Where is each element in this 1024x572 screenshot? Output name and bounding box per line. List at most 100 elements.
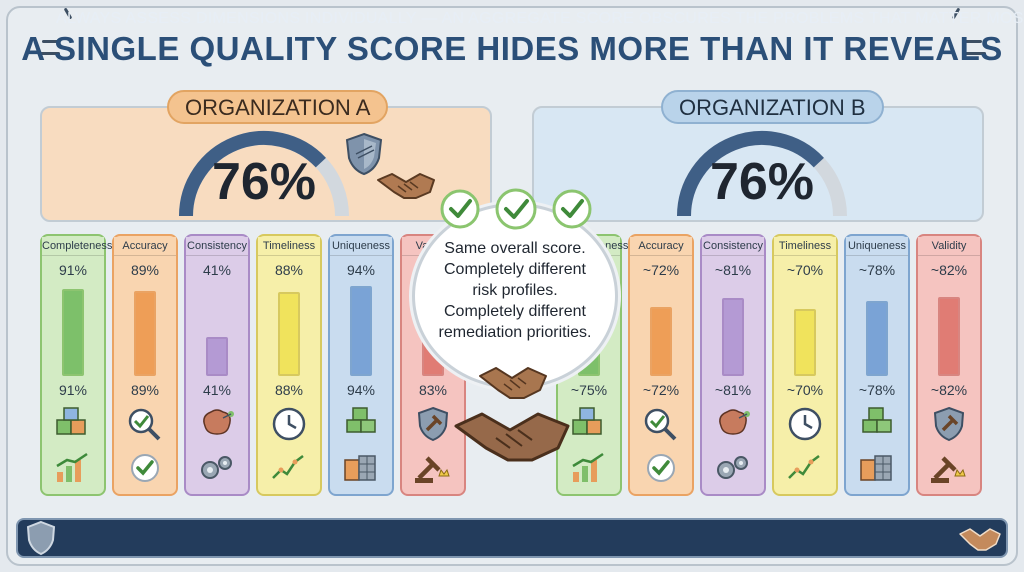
chart-up-icon xyxy=(569,450,609,486)
dimension-value-bottom: ~81% xyxy=(714,382,752,398)
shield-icon xyxy=(345,132,383,176)
dimension-column-completeness: Completeness 91% 91% xyxy=(40,234,112,496)
dimension-value-bottom: 88% xyxy=(274,382,304,398)
center-message-line: remediation priorities. xyxy=(438,324,592,341)
dimension-name: Completeness xyxy=(42,237,112,256)
dimension-value-top: 41% xyxy=(202,262,232,278)
dimension-value-bottom: ~78% xyxy=(858,382,896,398)
dimension-value-bottom: ~75% xyxy=(570,382,608,398)
dimension-value-top: 89% xyxy=(130,262,160,278)
cubes-icon xyxy=(569,406,609,442)
center-message-line: Completely different xyxy=(444,303,586,320)
dimension-name: Uniqueness xyxy=(846,237,908,256)
dimension-column-accuracy: Accuracy ~72% ~72% xyxy=(628,234,694,496)
dimension-column-timeliness: Timeliness ~70% ~70% xyxy=(772,234,838,496)
dimension-value-bottom: 94% xyxy=(346,382,376,398)
gears-icon xyxy=(197,450,237,486)
organization-b-label: ORGANIZATION B xyxy=(661,90,884,124)
dimension-name: Accuracy xyxy=(114,237,176,256)
dimension-value-top: ~70% xyxy=(786,262,824,278)
dimension-column-accuracy: Accuracy 89% 89% xyxy=(112,234,178,496)
check-circle-icon xyxy=(495,188,537,230)
dimension-value-top: ~72% xyxy=(642,262,680,278)
dimension-name: Timeliness xyxy=(258,237,320,256)
dimension-value-bottom: ~82% xyxy=(930,382,968,398)
dimension-bar xyxy=(278,292,300,376)
organization-a-panel xyxy=(40,106,492,222)
dimension-column-consistency: Consistency 41% 41% xyxy=(184,234,250,496)
check-circle-icon xyxy=(552,189,592,229)
brain-icon xyxy=(197,406,237,442)
handshake-icon xyxy=(479,367,547,399)
footer-text: ALWAYS ASSESS DIMENSIONS INDIVIDUALLY — … xyxy=(56,10,1024,27)
dimension-value-bottom: 89% xyxy=(130,382,160,398)
dimension-column-validity: Validity ~82% ~82% xyxy=(916,234,982,496)
dimension-bar xyxy=(794,309,816,376)
organization-a-score: 76% xyxy=(211,153,317,211)
title-decoration xyxy=(38,52,60,55)
magnifier-check-icon xyxy=(125,406,165,442)
check-circle-icon xyxy=(440,189,480,229)
cube-stack-icon xyxy=(857,406,897,442)
page-title: A Single Quality Score Hides More Than I… xyxy=(21,30,1003,67)
organization-b-gauge xyxy=(677,131,847,217)
magnifier-check-icon xyxy=(641,406,681,442)
dimension-value-top: ~78% xyxy=(858,262,896,278)
dimension-bar xyxy=(722,298,744,376)
clock-icon xyxy=(269,406,309,442)
dimension-value-bottom: 91% xyxy=(58,382,88,398)
dimension-bar xyxy=(206,337,228,376)
dimension-bar xyxy=(866,301,888,376)
dimension-column-timeliness: Timeliness 88% 88% xyxy=(256,234,322,496)
handshake-icon xyxy=(959,528,1001,551)
dimension-name: Timeliness xyxy=(774,237,836,256)
dimension-value-bottom: 41% xyxy=(202,382,232,398)
shield-gavel-icon xyxy=(413,406,453,442)
dimension-name: Validity xyxy=(918,237,980,256)
dimension-bar xyxy=(650,307,672,376)
dimension-name: Accuracy xyxy=(630,237,692,256)
dimension-column-uniqueness: Uniqueness ~78% ~78% xyxy=(844,234,910,496)
dimension-bar xyxy=(62,289,84,376)
check-badges xyxy=(440,188,592,230)
dimension-value-top: 88% xyxy=(274,262,304,278)
handshake-icon xyxy=(377,173,435,199)
gauge-fill xyxy=(677,131,824,217)
dimension-name: Consistency xyxy=(186,237,248,256)
dimension-value-bottom: ~72% xyxy=(642,382,680,398)
handshake-icon xyxy=(454,412,570,462)
dimension-name: Uniqueness xyxy=(330,237,392,256)
dimension-value-bottom: ~70% xyxy=(786,382,824,398)
dimension-value-top: ~82% xyxy=(930,262,968,278)
trend-line-icon xyxy=(269,450,309,486)
title-decoration xyxy=(42,40,60,43)
organization-a-label: ORGANIZATION A xyxy=(167,90,389,124)
trend-line-icon xyxy=(785,450,825,486)
dimension-name: Consistency xyxy=(702,237,764,256)
dimension-column-uniqueness: Uniqueness 94% 94% xyxy=(328,234,394,496)
organization-b-panel xyxy=(532,106,984,222)
dimension-value-top: ~81% xyxy=(714,262,752,278)
blocks-icon xyxy=(341,450,381,486)
chart-up-icon xyxy=(53,450,93,486)
title-decoration xyxy=(964,52,986,55)
dimension-bar xyxy=(938,297,960,376)
dimension-bar xyxy=(134,291,156,376)
gavel-crown-icon xyxy=(413,450,453,486)
dimension-bar xyxy=(350,286,372,376)
dimension-column-consistency: Consistency ~81% ~81% xyxy=(700,234,766,496)
clock-icon xyxy=(785,406,825,442)
gavel-crown-icon xyxy=(929,450,969,486)
gears-icon xyxy=(713,450,753,486)
blocks-icon xyxy=(857,450,897,486)
title-decoration xyxy=(964,40,982,43)
organization-a-gauge xyxy=(179,131,349,217)
center-message-line: Same overall score. xyxy=(444,240,586,257)
check-circle-icon xyxy=(641,450,681,486)
dimension-value-top: 91% xyxy=(58,262,88,278)
cube-stack-icon xyxy=(341,406,381,442)
shield-gavel-icon xyxy=(929,406,969,442)
dimension-value-top: 94% xyxy=(346,262,376,278)
brain-icon xyxy=(713,406,753,442)
shield-icon xyxy=(26,520,56,556)
